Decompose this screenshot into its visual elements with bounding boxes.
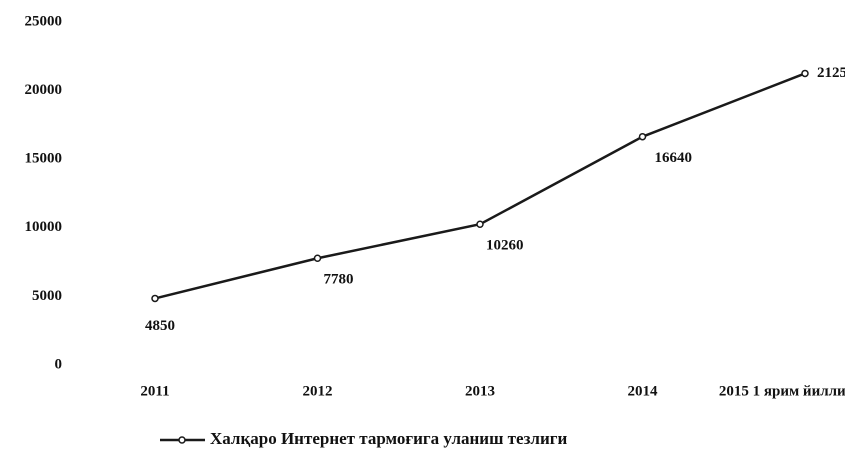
y-tick-label: 5000 xyxy=(32,288,62,304)
y-tick-label: 25000 xyxy=(25,13,63,29)
data-label: 21250 xyxy=(817,65,845,81)
y-tick-label: 15000 xyxy=(25,151,63,167)
point xyxy=(476,220,484,228)
point xyxy=(313,254,322,263)
x-tick-label: 2014 xyxy=(628,383,659,399)
x-tick-label: 2013 xyxy=(465,383,495,399)
data-label: 7780 xyxy=(324,272,354,288)
data-label: 10260 xyxy=(486,238,524,254)
data-label: 16640 xyxy=(655,150,693,166)
legend-label: Халқаро Интернет тармоғига уланиш тезлиг… xyxy=(210,429,567,448)
point xyxy=(151,294,159,303)
y-tick-label: 10000 xyxy=(25,219,63,235)
line xyxy=(154,72,806,300)
data-label: 4850 xyxy=(145,318,175,334)
x-tick-label: 2012 xyxy=(303,383,333,399)
y-tick-label: 20000 xyxy=(25,82,63,98)
x-tick-label: 2015 1 ярим йиллиги xyxy=(719,383,845,399)
legend-marker xyxy=(178,436,186,444)
x-tick-label: 2011 xyxy=(140,383,169,399)
point xyxy=(801,69,809,78)
y-tick-label: 0 xyxy=(55,356,63,372)
point xyxy=(638,132,647,141)
